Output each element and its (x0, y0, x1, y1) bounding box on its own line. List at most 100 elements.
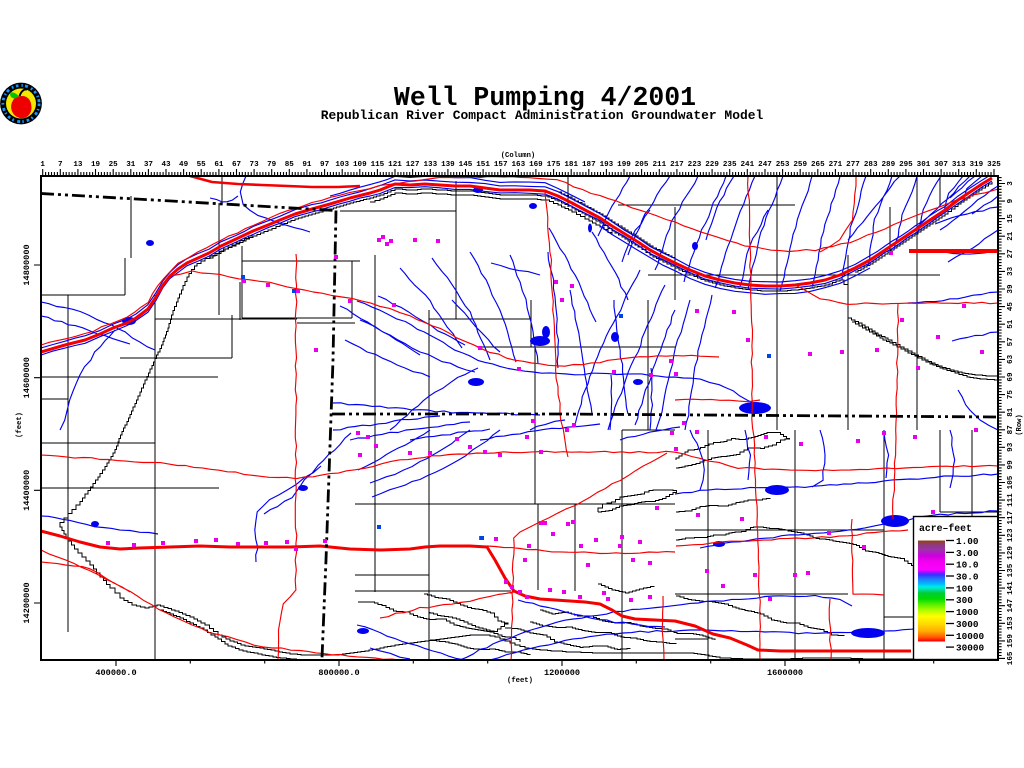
svg-text:21: 21 (1007, 231, 1015, 241)
svg-text:289: 289 (881, 161, 895, 169)
svg-text:14800000: 14800000 (22, 244, 32, 285)
svg-text:129: 129 (1007, 546, 1015, 560)
svg-text:211: 211 (652, 161, 666, 169)
svg-text:14600000: 14600000 (22, 357, 32, 398)
svg-text:165: 165 (1007, 651, 1015, 665)
svg-text:229: 229 (705, 161, 719, 169)
svg-text:205: 205 (635, 161, 649, 169)
svg-text:(feet): (feet) (16, 412, 24, 438)
svg-text:169: 169 (529, 161, 543, 169)
svg-text:1600000: 1600000 (767, 668, 803, 678)
svg-text:(Row): (Row) (1016, 414, 1024, 436)
svg-text:10000: 10000 (956, 631, 985, 642)
svg-text:175: 175 (547, 161, 561, 169)
svg-text:(feet): (feet) (507, 677, 533, 685)
svg-text:69: 69 (1007, 372, 1015, 382)
svg-text:300: 300 (956, 595, 973, 606)
svg-text:45: 45 (1007, 302, 1015, 312)
svg-text:37: 37 (144, 161, 154, 169)
svg-text:15: 15 (1007, 214, 1015, 224)
svg-text:14200000: 14200000 (22, 582, 32, 623)
svg-text:3000: 3000 (956, 619, 979, 630)
svg-text:81: 81 (1007, 407, 1015, 417)
svg-text:73: 73 (250, 161, 260, 169)
svg-text:147: 147 (1007, 598, 1015, 612)
svg-text:14400000: 14400000 (22, 470, 32, 511)
svg-text:19: 19 (91, 161, 101, 169)
svg-text:1200000: 1200000 (544, 668, 580, 678)
svg-text:319: 319 (969, 161, 983, 169)
svg-text:100: 100 (956, 583, 973, 594)
svg-text:123: 123 (1007, 528, 1015, 542)
svg-text:109: 109 (353, 161, 367, 169)
svg-text:241: 241 (740, 161, 754, 169)
svg-text:133: 133 (423, 161, 437, 169)
svg-text:39: 39 (1007, 284, 1015, 294)
svg-text:105: 105 (1007, 475, 1015, 489)
svg-text:Well Pumping 4/2001: Well Pumping 4/2001 (394, 83, 696, 113)
svg-text:85: 85 (285, 161, 295, 169)
svg-text:13: 13 (73, 161, 83, 169)
svg-text:400000.0: 400000.0 (95, 668, 136, 678)
svg-text:67: 67 (232, 161, 242, 169)
svg-text:27: 27 (1007, 249, 1015, 259)
svg-text:325: 325 (987, 161, 1001, 169)
svg-text:157: 157 (494, 161, 508, 169)
svg-text:187: 187 (582, 161, 596, 169)
svg-text:235: 235 (723, 161, 737, 169)
svg-text:199: 199 (617, 161, 631, 169)
svg-text:313: 313 (952, 161, 966, 169)
svg-text:153: 153 (1007, 616, 1015, 630)
svg-text:265: 265 (811, 161, 825, 169)
svg-text:283: 283 (864, 161, 878, 169)
svg-text:25: 25 (109, 161, 119, 169)
svg-text:97: 97 (320, 161, 330, 169)
svg-text:99: 99 (1007, 460, 1015, 470)
svg-text:277: 277 (846, 161, 860, 169)
svg-text:127: 127 (406, 161, 420, 169)
svg-text:Republican River Compact Admin: Republican River Compact Administration … (321, 108, 764, 123)
svg-text:217: 217 (670, 161, 684, 169)
svg-text:253: 253 (776, 161, 790, 169)
svg-text:800000.0: 800000.0 (318, 668, 359, 678)
svg-text:151: 151 (476, 161, 490, 169)
svg-text:103: 103 (335, 161, 349, 169)
svg-text:87: 87 (1007, 425, 1015, 435)
svg-text:111: 111 (1007, 493, 1015, 507)
svg-text:259: 259 (793, 161, 807, 169)
svg-text:193: 193 (600, 161, 614, 169)
svg-text:75: 75 (1007, 390, 1015, 400)
svg-text:55: 55 (197, 161, 207, 169)
svg-text:117: 117 (1007, 510, 1015, 524)
svg-text:(Column): (Column) (501, 152, 536, 160)
svg-text:139: 139 (441, 161, 455, 169)
svg-text:91: 91 (302, 161, 312, 169)
svg-text:acre–feet: acre–feet (919, 523, 972, 534)
svg-text:9: 9 (1007, 198, 1015, 203)
svg-text:57: 57 (1007, 337, 1015, 347)
svg-text:159: 159 (1007, 634, 1015, 648)
svg-text:135: 135 (1007, 563, 1015, 577)
svg-text:301: 301 (917, 161, 931, 169)
svg-text:7: 7 (58, 161, 63, 169)
svg-text:30000: 30000 (956, 643, 985, 654)
svg-text:145: 145 (459, 161, 473, 169)
svg-text:61: 61 (214, 161, 224, 169)
svg-text:115: 115 (371, 161, 385, 169)
svg-text:51: 51 (1007, 319, 1015, 329)
svg-text:43: 43 (161, 161, 171, 169)
svg-text:271: 271 (829, 161, 843, 169)
svg-text:181: 181 (564, 161, 578, 169)
svg-text:247: 247 (758, 161, 772, 169)
svg-text:163: 163 (511, 161, 525, 169)
svg-text:49: 49 (179, 161, 189, 169)
svg-text:223: 223 (688, 161, 702, 169)
svg-text:93: 93 (1007, 442, 1015, 452)
svg-text:1: 1 (40, 161, 45, 169)
svg-text:3: 3 (1007, 181, 1015, 186)
svg-text:63: 63 (1007, 354, 1015, 364)
svg-text:79: 79 (267, 161, 277, 169)
svg-text:30.0: 30.0 (956, 572, 979, 583)
svg-text:1.00: 1.00 (956, 536, 979, 547)
svg-text:3.00: 3.00 (956, 548, 979, 559)
